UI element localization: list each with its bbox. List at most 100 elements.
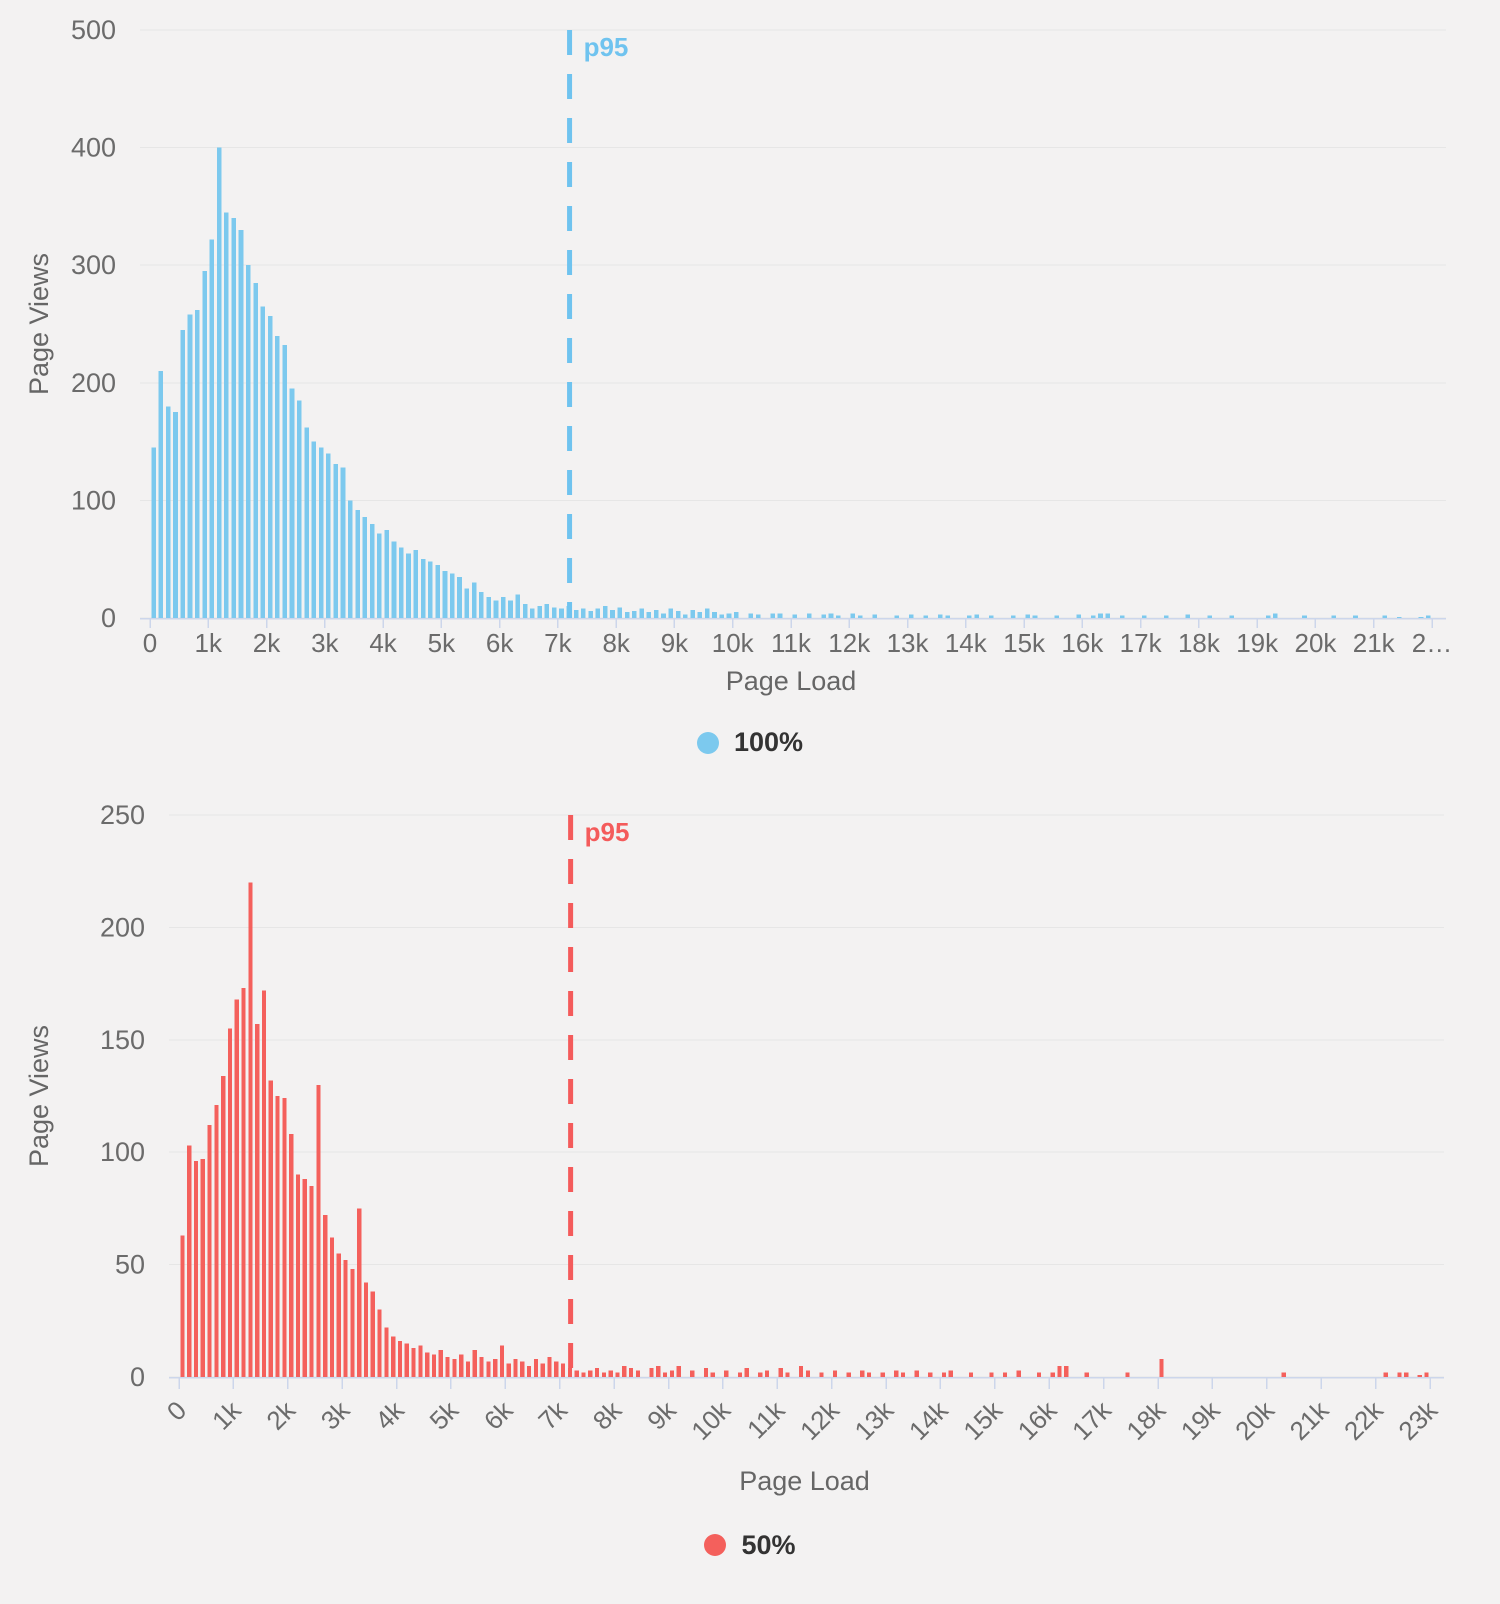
histogram-bar[interactable] bbox=[748, 613, 754, 618]
histogram-bar[interactable] bbox=[363, 1282, 369, 1377]
histogram-bar[interactable] bbox=[404, 1343, 409, 1377]
histogram-bar[interactable] bbox=[690, 1370, 695, 1377]
histogram-bar[interactable] bbox=[1207, 615, 1213, 618]
histogram-bar[interactable] bbox=[357, 1208, 362, 1377]
histogram-bar[interactable] bbox=[894, 615, 899, 618]
histogram-bar[interactable] bbox=[333, 463, 339, 618]
histogram-bar[interactable] bbox=[384, 1327, 389, 1377]
histogram-bar[interactable] bbox=[316, 1084, 321, 1377]
histogram-bar[interactable] bbox=[479, 592, 484, 618]
histogram-bar[interactable] bbox=[581, 608, 586, 618]
histogram-bar[interactable] bbox=[669, 1370, 675, 1377]
histogram-bar[interactable] bbox=[1120, 615, 1125, 618]
histogram-bar[interactable] bbox=[967, 615, 972, 618]
histogram-bar[interactable] bbox=[661, 613, 666, 618]
histogram-bar[interactable] bbox=[493, 600, 499, 618]
histogram-bar[interactable] bbox=[656, 1365, 661, 1377]
histogram-bar[interactable] bbox=[567, 1368, 573, 1377]
histogram-bar[interactable] bbox=[1064, 1365, 1069, 1377]
histogram-bar[interactable] bbox=[1090, 615, 1096, 618]
histogram-bar[interactable] bbox=[649, 1368, 654, 1377]
histogram-bar[interactable] bbox=[1159, 1359, 1164, 1377]
histogram-bar[interactable] bbox=[668, 608, 674, 618]
histogram-bar[interactable] bbox=[343, 1260, 348, 1377]
histogram-bar[interactable] bbox=[850, 613, 856, 618]
histogram-bar[interactable] bbox=[464, 588, 470, 618]
histogram-bar[interactable] bbox=[1426, 615, 1431, 618]
histogram-bar[interactable] bbox=[245, 265, 251, 618]
histogram-bar[interactable] bbox=[418, 1345, 423, 1377]
histogram-bar[interactable] bbox=[595, 608, 601, 618]
histogram-bar[interactable] bbox=[1417, 1374, 1422, 1377]
histogram-bar[interactable] bbox=[527, 1365, 532, 1377]
histogram-bar[interactable] bbox=[267, 315, 273, 618]
histogram-bar[interactable] bbox=[304, 427, 309, 618]
histogram-bar[interactable] bbox=[406, 553, 411, 618]
histogram-bar[interactable] bbox=[234, 999, 239, 1377]
histogram-bar[interactable] bbox=[340, 467, 346, 618]
histogram-bar[interactable] bbox=[1396, 616, 1402, 618]
histogram-bar[interactable] bbox=[703, 1368, 709, 1377]
histogram-bar[interactable] bbox=[635, 1370, 641, 1377]
histogram-bar[interactable] bbox=[1265, 615, 1271, 618]
histogram-bar[interactable] bbox=[449, 573, 455, 618]
histogram-bar[interactable] bbox=[508, 600, 513, 618]
histogram-bar[interactable] bbox=[391, 541, 397, 618]
histogram-bar[interactable] bbox=[1025, 614, 1030, 618]
histogram-bar[interactable] bbox=[610, 609, 615, 618]
histogram-bar[interactable] bbox=[551, 607, 557, 618]
histogram-bar[interactable] bbox=[806, 613, 812, 618]
histogram-bar[interactable] bbox=[1273, 613, 1278, 618]
histogram-bar[interactable] bbox=[355, 509, 360, 618]
histogram-bar[interactable] bbox=[438, 1350, 443, 1377]
histogram-bar[interactable] bbox=[540, 1363, 545, 1377]
histogram-bar[interactable] bbox=[326, 453, 331, 618]
histogram-bar[interactable] bbox=[445, 1356, 450, 1377]
histogram-bar[interactable] bbox=[227, 1028, 233, 1377]
histogram-bar[interactable] bbox=[530, 608, 535, 618]
histogram-bar[interactable] bbox=[253, 282, 258, 618]
histogram-bar[interactable] bbox=[1383, 1372, 1388, 1377]
histogram-bar[interactable] bbox=[941, 1372, 946, 1377]
histogram-bar[interactable] bbox=[690, 609, 695, 618]
histogram-bar[interactable] bbox=[646, 612, 652, 618]
histogram-bar[interactable] bbox=[207, 1125, 212, 1377]
histogram-bar[interactable] bbox=[537, 606, 542, 618]
histogram-bar[interactable] bbox=[413, 549, 419, 618]
histogram-bar[interactable] bbox=[435, 565, 440, 618]
histogram-bar[interactable] bbox=[224, 212, 229, 618]
histogram-bar[interactable] bbox=[151, 447, 156, 618]
histogram-bar[interactable] bbox=[369, 523, 375, 618]
histogram-bar[interactable] bbox=[459, 1354, 464, 1377]
histogram-bar[interactable] bbox=[420, 559, 426, 618]
histogram-bar[interactable] bbox=[289, 1134, 294, 1377]
histogram-bar[interactable] bbox=[347, 500, 353, 618]
histogram-bar[interactable] bbox=[792, 614, 797, 618]
histogram-bar[interactable] bbox=[561, 1363, 566, 1377]
histogram-bar[interactable] bbox=[311, 441, 317, 618]
histogram-bar[interactable] bbox=[608, 1370, 613, 1377]
histogram-bar[interactable] bbox=[1010, 615, 1016, 618]
histogram-bar[interactable] bbox=[828, 613, 834, 618]
histogram-bar[interactable] bbox=[457, 576, 462, 618]
histogram-bar[interactable] bbox=[744, 1368, 749, 1377]
histogram-bar[interactable] bbox=[282, 1098, 287, 1377]
histogram-bar[interactable] bbox=[180, 1235, 185, 1377]
histogram-bar[interactable] bbox=[770, 613, 776, 618]
histogram-bar[interactable] bbox=[187, 1145, 192, 1377]
histogram-bar[interactable] bbox=[799, 1365, 804, 1377]
histogram-bar[interactable] bbox=[1098, 613, 1103, 618]
histogram-bar[interactable] bbox=[900, 1372, 906, 1377]
histogram-bar[interactable] bbox=[165, 406, 171, 618]
histogram-bar[interactable] bbox=[697, 612, 703, 618]
histogram-bar[interactable] bbox=[1397, 1372, 1402, 1377]
histogram-bar[interactable] bbox=[988, 615, 994, 618]
histogram-bar[interactable] bbox=[559, 608, 564, 618]
histogram-bar[interactable] bbox=[452, 1359, 457, 1377]
histogram-bar[interactable] bbox=[737, 1372, 743, 1377]
histogram-bar[interactable] bbox=[1229, 615, 1234, 618]
histogram-bar[interactable] bbox=[425, 1352, 430, 1377]
histogram-bar[interactable] bbox=[928, 1372, 933, 1377]
histogram-bar[interactable] bbox=[1418, 616, 1424, 618]
histogram-bar[interactable] bbox=[719, 614, 725, 618]
